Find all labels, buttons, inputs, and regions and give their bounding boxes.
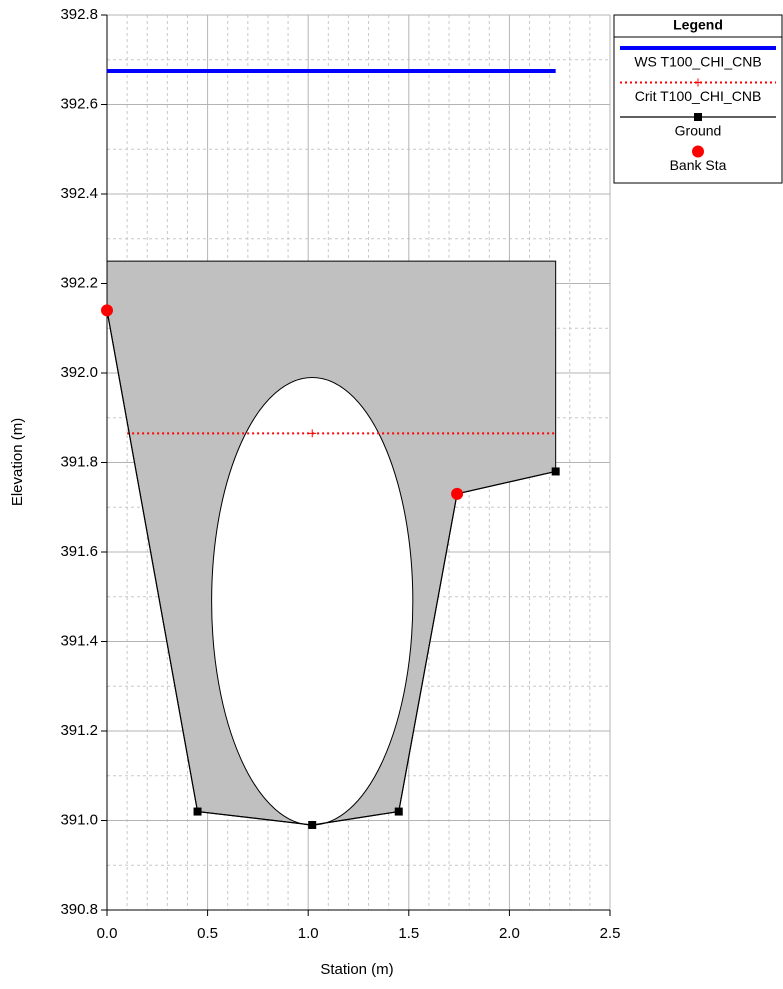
legend-label: Ground	[675, 123, 722, 139]
legend-marker	[694, 78, 702, 87]
ground-point	[308, 820, 317, 829]
legend-label: WS T100_CHI_CNB	[634, 54, 761, 70]
legend-label: Bank Sta	[670, 157, 727, 173]
x-axis-label: Station (m)	[320, 961, 393, 978]
y-tick-label: 391.8	[60, 453, 98, 470]
bank-station	[101, 304, 113, 317]
x-tick-label: 1.5	[398, 925, 419, 942]
x-tick-label: 0.0	[97, 925, 118, 942]
y-tick-label: 391.2	[60, 722, 98, 739]
legend-marker	[692, 145, 704, 158]
y-tick-label: 392.6	[60, 95, 98, 112]
ground-point	[193, 807, 202, 816]
x-tick-label: 2.5	[600, 925, 621, 942]
y-tick-label: 392.2	[60, 274, 98, 291]
y-tick-label: 392.0	[60, 364, 98, 381]
y-axis-label: Elevation (m)	[9, 418, 26, 506]
y-tick-label: 391.4	[60, 632, 98, 649]
y-tick-label: 391.6	[60, 543, 98, 560]
y-tick-label: 392.8	[60, 6, 98, 23]
x-tick-label: 1.0	[298, 925, 319, 942]
bank-station	[451, 487, 464, 500]
legend-label: Crit T100_CHI_CNB	[635, 88, 762, 104]
ground-point	[551, 467, 560, 476]
ground-point	[394, 807, 403, 816]
x-tick-label: 0.5	[197, 925, 218, 942]
y-tick-label: 391.0	[60, 811, 98, 828]
culvert-opening	[211, 376, 414, 826]
series-line	[106, 310, 556, 826]
y-tick-label: 390.8	[60, 901, 98, 918]
legend-marker	[694, 113, 702, 121]
x-tick-label: 2.0	[499, 925, 520, 942]
y-tick-label: 392.4	[60, 185, 98, 202]
crit-point	[308, 429, 317, 438]
legend-title: Legend	[673, 17, 723, 33]
